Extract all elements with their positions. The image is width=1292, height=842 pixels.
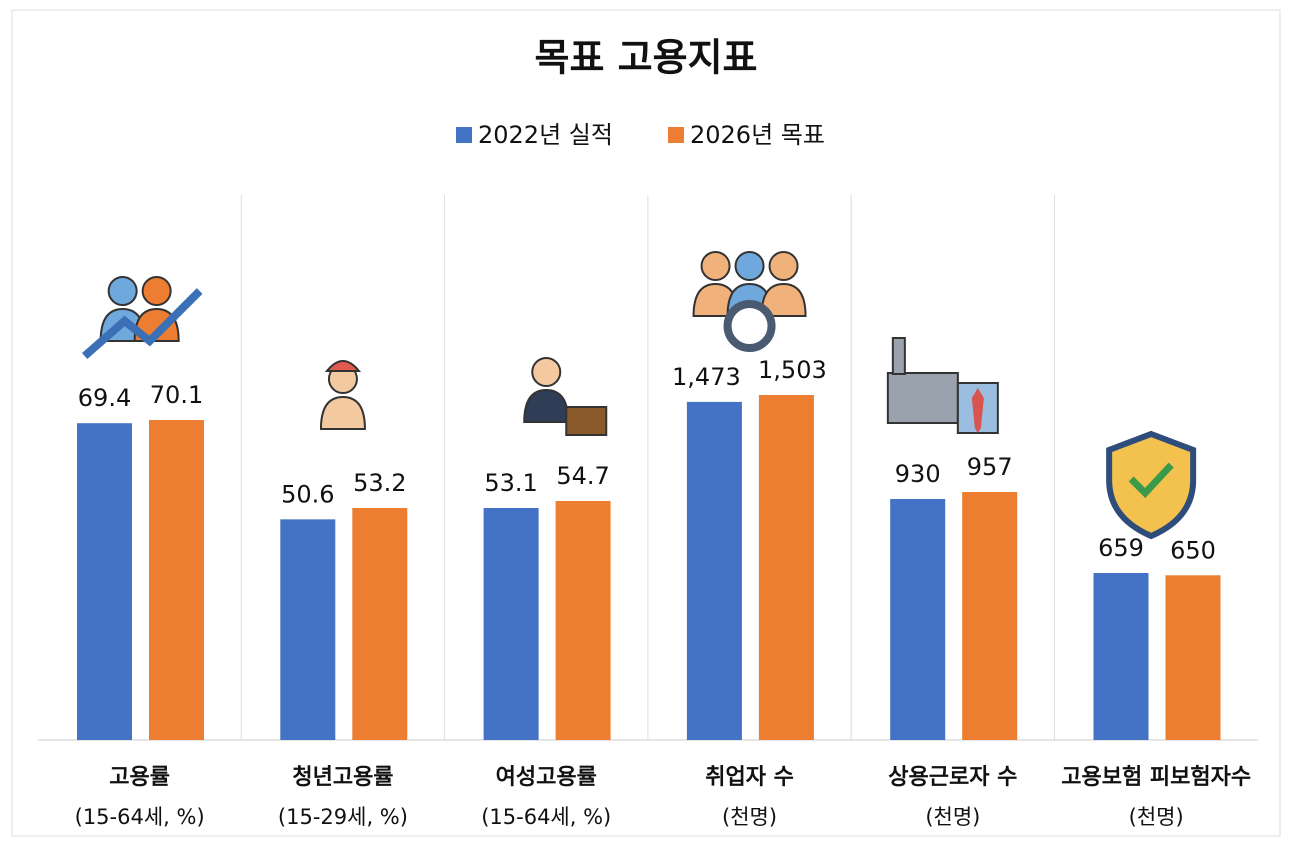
icon-gear — [723, 300, 776, 352]
bar — [555, 501, 611, 740]
icon-bag — [565, 406, 608, 436]
value-label: 70.1 — [150, 381, 203, 409]
chart-title: 목표 고용지표 — [535, 36, 758, 80]
category-unit: (15-64세, %) — [75, 805, 205, 829]
bar — [686, 401, 742, 740]
value-label: 53.1 — [484, 469, 537, 497]
category-unit: (천명) — [925, 805, 980, 829]
bar — [1093, 573, 1149, 740]
value-label: 53.2 — [353, 469, 406, 497]
icon-body — [319, 395, 366, 430]
value-label: 1,473 — [672, 363, 741, 391]
bar — [890, 498, 946, 740]
legend-label: 2022년 실적 — [478, 121, 613, 149]
bar — [352, 508, 408, 740]
value-label: 930 — [895, 460, 941, 488]
category-label: 고용률 — [109, 765, 170, 790]
icon-factory — [886, 372, 959, 424]
value-label: 957 — [967, 453, 1013, 481]
icon-check — [1128, 462, 1174, 499]
icon-chimney — [891, 337, 906, 375]
value-label: 69.4 — [78, 384, 131, 412]
icon-head — [700, 251, 731, 281]
icon-body — [760, 282, 807, 317]
category-unit: (15-64세, %) — [481, 805, 611, 829]
value-label: 50.6 — [281, 480, 334, 508]
legend-swatch — [456, 127, 472, 143]
icon-head — [107, 276, 138, 306]
category-label: 여성고용률 — [496, 765, 597, 790]
category-label: 고용보험 피보험자수 — [1061, 764, 1251, 790]
value-label: 1,503 — [758, 356, 827, 384]
bar — [77, 423, 132, 740]
icon-tie — [971, 388, 984, 433]
category-unit: (천명) — [1129, 805, 1184, 829]
icon-head — [768, 251, 799, 281]
bar — [962, 492, 1018, 740]
legend-swatch — [668, 127, 684, 143]
icon-head — [141, 276, 172, 306]
bar — [149, 420, 204, 740]
bar — [483, 507, 539, 740]
legend-label: 2026년 목표 — [690, 121, 825, 149]
bar — [280, 519, 336, 740]
icon-head — [734, 251, 765, 281]
value-label: 650 — [1170, 536, 1216, 564]
frame — [11, 9, 1281, 837]
value-label: 54.7 — [556, 462, 609, 490]
bar — [1165, 575, 1221, 740]
category-label: 상용근로자 수 — [888, 765, 1017, 790]
icon-arrow — [82, 288, 203, 360]
category-unit: (천명) — [722, 805, 777, 829]
icon-cap — [324, 360, 362, 372]
category-label: 청년고용률 — [292, 765, 393, 790]
category-unit: (15-29세, %) — [278, 805, 408, 829]
bar — [758, 395, 814, 740]
icon-head — [531, 357, 562, 387]
category-label: 취업자 수 — [705, 765, 794, 790]
value-label: 659 — [1098, 534, 1144, 562]
